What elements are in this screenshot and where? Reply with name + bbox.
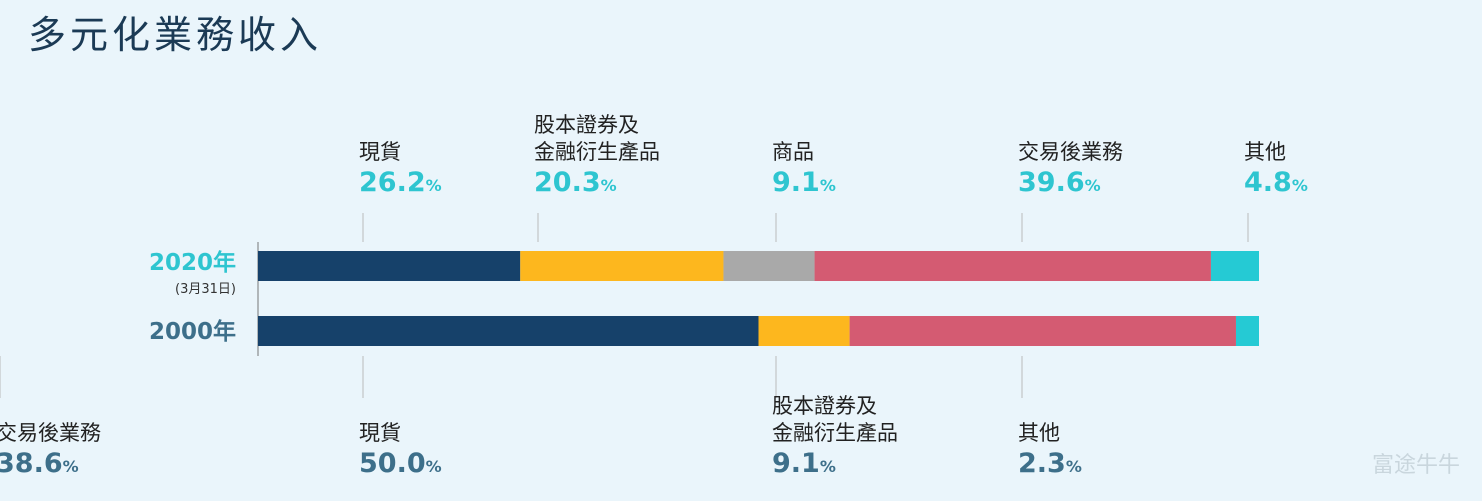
bar-segment: [258, 251, 521, 281]
category-note: (3月31日): [175, 282, 236, 297]
bar-segment: [814, 251, 1211, 281]
bar-segment: [1210, 251, 1259, 281]
value-label: 4.8%: [1244, 167, 1308, 198]
value-label: 50.0%: [359, 448, 442, 479]
value-label: 26.2%: [359, 167, 442, 198]
category-label: 2000年: [148, 319, 236, 345]
data-label: 其他 4.8%: [1244, 139, 1308, 203]
series-name: 股本證券及 金融衍生產品: [534, 113, 660, 164]
bar-segment: [849, 316, 1236, 346]
bar-segment: [758, 316, 850, 346]
value-label: 20.3%: [534, 167, 617, 198]
data-label: 其他 2.3%: [1018, 420, 1082, 484]
value-label: 9.1%: [772, 167, 836, 198]
chart-title: 多元化業務收入: [28, 13, 323, 57]
series-name: 現貨: [359, 421, 401, 445]
value-label: 9.1%: [772, 448, 836, 479]
bar-segment: [520, 251, 724, 281]
series-name: 商品: [772, 140, 814, 164]
series-name: 交易後業務: [0, 421, 101, 445]
series-name: 其他: [1018, 421, 1060, 445]
series-name: 現貨: [359, 140, 401, 164]
data-label: 現貨 50.0%: [359, 420, 442, 484]
data-label: 股本證券及 金融衍生產品 20.3%: [534, 112, 660, 203]
series-name: 交易後業務: [1018, 140, 1123, 164]
bar-segment: [1235, 316, 1259, 346]
data-label: 商品 9.1%: [772, 139, 836, 203]
bar-segment: [723, 251, 815, 281]
value-label: 39.6%: [1018, 167, 1101, 198]
category-label: 2020年: [148, 250, 236, 276]
value-label: 2.3%: [1018, 448, 1082, 479]
data-label: 股本證券及 金融衍生產品 9.1%: [772, 393, 898, 484]
series-name: 其他: [1244, 140, 1286, 164]
data-label: 交易後業務 38.6%: [0, 420, 101, 484]
watermark: 富途牛牛: [1371, 453, 1460, 478]
data-label: 交易後業務 39.6%: [1018, 139, 1123, 203]
value-label: 38.6%: [0, 448, 79, 479]
data-label: 現貨 26.2%: [359, 139, 442, 203]
bar-segment: [258, 316, 759, 346]
series-name: 股本證券及 金融衍生產品: [772, 394, 898, 445]
